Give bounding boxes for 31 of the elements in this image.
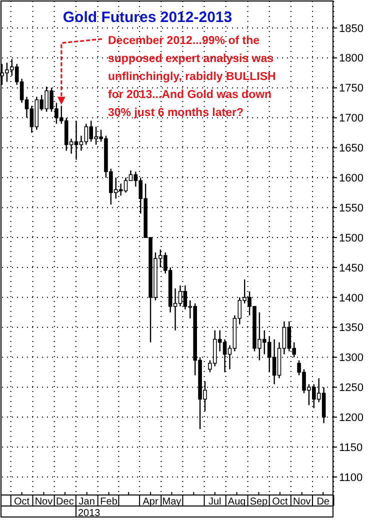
y-tick-label: 1600	[339, 172, 364, 184]
y-tick-label: 1150	[339, 442, 363, 454]
y-tick-label: 1250	[339, 382, 364, 394]
x-tick-label: Dec	[56, 496, 74, 508]
y-tick-label: 1650	[339, 142, 364, 155]
x-tick-label: Apr	[142, 496, 159, 508]
y-tick-label: 1400	[339, 292, 364, 304]
y-tick-label: 1450	[339, 262, 364, 274]
y-tick-label: 1700	[339, 112, 364, 125]
annotation: December 2012...99% of the supposed expert analysis was unflinchingly, rabidly BULLISH for 2013...And Gold was down 30% just 6 months later?	[108, 35, 276, 119]
y-tick-label: 1200	[339, 412, 364, 424]
x-tick-label: Oct	[14, 496, 30, 508]
y-tick-label: 1500	[339, 232, 364, 244]
x-tick-label: May	[162, 496, 182, 508]
x-tick-label: Oct	[272, 496, 288, 508]
y-tick-label: 1350	[339, 322, 364, 334]
x-tick-label: Feb	[100, 496, 118, 508]
x-tick-label: Jul	[208, 496, 222, 508]
x-tick-label: Jan	[78, 496, 95, 508]
y-tick-label: 1100	[339, 472, 363, 484]
y-tick-label: 1300	[339, 352, 364, 364]
text: Gold Futures 2012-2013	[62, 9, 232, 26]
x-tick-label: De	[316, 496, 330, 508]
y-tick-label: 1850	[339, 22, 364, 35]
x-tick-label: Nov	[34, 496, 53, 508]
x-tick-label: Nov	[292, 496, 311, 508]
y-tick-label: 1550	[339, 202, 364, 214]
x-tick-label: Sep	[250, 496, 268, 508]
text: 2013	[78, 508, 101, 519]
y-tick-label: 1750	[339, 82, 364, 95]
y-tick-label: 1800	[339, 52, 364, 65]
